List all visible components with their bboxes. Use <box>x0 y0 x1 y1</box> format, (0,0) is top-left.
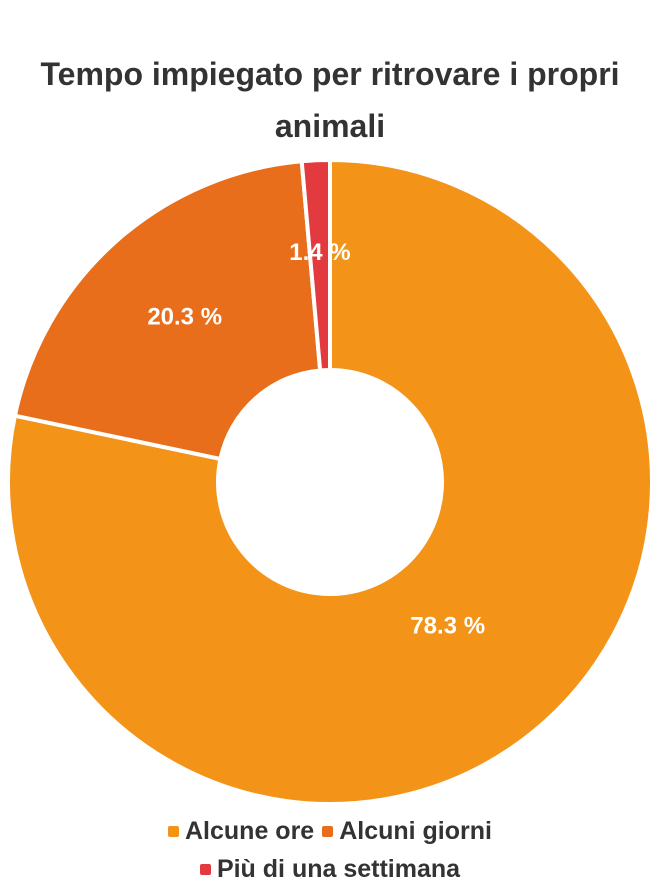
legend-label-alcuni-giorni: Alcuni giorni <box>339 816 492 845</box>
donut-slices <box>6 158 654 806</box>
donut-labels: 78.3 % 20.3 % 1.4 % <box>147 239 485 639</box>
chart-legend: Alcune ore Alcuni giorni Più di una settim… <box>0 812 660 888</box>
legend-swatch-alcuni-giorni <box>322 825 334 837</box>
slice-alcuni-giorni[interactable] <box>12 159 323 461</box>
legend-item-piu-di-una-settimana[interactable]: Più di una settimana <box>199 850 461 888</box>
data-label-alcuni-giorni: 20.3 % <box>147 304 222 331</box>
legend-item-alcuni-giorni[interactable]: Alcuni giorni <box>322 812 492 850</box>
legend-label-alcune-ore: Alcune ore <box>185 816 315 845</box>
data-label-alcune-ore: 78.3 % <box>410 612 485 639</box>
legend-swatch-piu-di-una-settimana <box>199 863 211 875</box>
chart-title: Tempo impiegato per ritrovare i propri a… <box>40 56 620 144</box>
legend-label-piu-di-una-settimana: Più di una settimana <box>216 854 461 883</box>
legend-swatch-alcune-ore <box>168 825 179 837</box>
slice-piu-di-una-settimana[interactable] <box>299 158 332 373</box>
data-label-piu-di-una-settimana: 1.4 % <box>289 239 350 266</box>
slice-alcune-ore[interactable] <box>6 158 654 806</box>
legend-item-alcune-ore[interactable]: Alcune ore <box>168 812 314 850</box>
